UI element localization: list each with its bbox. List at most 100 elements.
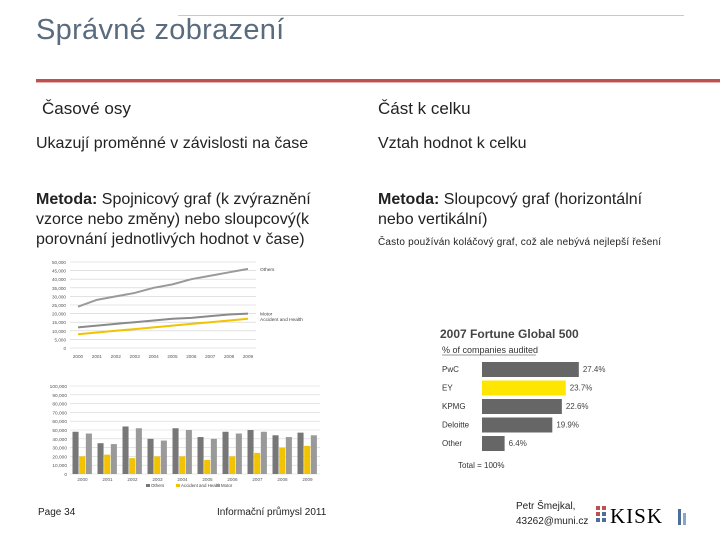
column-chart: 0 10,000 20,000 30,000 40,000 50,000 60,000 70,… [50, 384, 320, 488]
column-legend-label: Others [151, 483, 165, 488]
column-bar-others [222, 431, 229, 474]
column-chart-x-tick: 2007 [252, 477, 263, 482]
fortune-bar [482, 399, 562, 414]
column-bar-accident-and-health [79, 456, 86, 474]
column-chart-legend: Others Accident and Health Motor [146, 483, 233, 488]
column-chart-x-tick: 2002 [127, 477, 138, 482]
column-bar-others [272, 435, 279, 474]
line-chart-x-tick: 2007 [205, 354, 216, 359]
footer-author-name: Petr Šmejkal, [516, 501, 576, 512]
column-chart-x-ticks: 2000 2001 2002 2003 2004 2005 2006 2007 2008 2009 [77, 477, 313, 482]
left-method-label: Metoda: [36, 191, 98, 208]
column-chart-x-tick: 2008 [277, 477, 288, 482]
column-chart-grid [70, 385, 320, 475]
fortune-chart-bars: PwC 27.4% EY 23.7% KPMG 22.6% Deloitte 19.9% Oth… [442, 362, 606, 451]
page-title: Správné zobrazení [36, 14, 285, 46]
column-bar-accident-and-health [129, 458, 136, 474]
column-bar-accident-and-health [104, 454, 111, 474]
line-chart-x-tick: 2004 [148, 354, 159, 359]
column-chart-x-tick: 2001 [102, 477, 113, 482]
line-chart-x-tick: 2008 [224, 354, 235, 359]
title-rule-gap [36, 14, 178, 17]
fortune-category-label: Other [442, 439, 462, 448]
column-bar-others [247, 430, 254, 474]
line-chart-y-tick: 50,000 [52, 260, 66, 265]
left-method-line2: vzorce nebo změny) nebo sloupcový(k [36, 211, 310, 228]
fortune-category-label: KPMG [442, 402, 466, 411]
column-chart-y-tick: 90,000 [52, 393, 67, 399]
column-chart-x-tick: 2006 [227, 477, 238, 482]
line-chart-y-tick: 5,000 [55, 337, 67, 342]
fortune-value-label: 27.4% [583, 365, 606, 374]
column-bar-accident-and-health [279, 447, 286, 474]
kisk-logo: KISK [596, 504, 686, 528]
column-bar-motor [135, 428, 142, 474]
fortune-value-label: 19.9% [556, 421, 579, 430]
line-chart-x-ticks: 2000 2001 2002 2003 2004 2005 2006 2007 2008 2009 [73, 354, 254, 359]
line-chart-y-tick: 10,000 [52, 329, 66, 334]
fortune-chart-subtitle: % of companies audited [442, 345, 538, 355]
fortune-bar [482, 380, 566, 396]
column-chart-x-tick: 2005 [202, 477, 213, 482]
line-chart-y-tick: 35,000 [52, 286, 66, 291]
line-chart-y-tick: 15,000 [52, 320, 66, 325]
column-bar-motor [310, 435, 317, 474]
footer-course: Informační průmysl 2011 [217, 507, 327, 518]
fortune-category-label: EY [442, 384, 453, 393]
line-chart-series [77, 267, 249, 336]
column-bar-accident-and-health [229, 456, 236, 474]
line-chart-y-ticks: 0 5,000 10,000 15,000 20,000 25,000 30,000 35,0… [52, 260, 67, 351]
right-method-text: Sloupcový graf (horizontální [439, 191, 643, 208]
left-column-header: Časové osy [42, 99, 131, 118]
right-method-label: Metoda: [378, 191, 440, 208]
column-bar-motor [160, 440, 167, 474]
right-column-header: Část k celku [378, 99, 471, 118]
fortune-value-label: 22.6% [566, 402, 589, 411]
column-bar-accident-and-health [154, 456, 161, 474]
column-bar-motor [260, 431, 267, 474]
left-method: Metoda: Spojnicový graf (k zvýraznění vz… [36, 190, 366, 250]
column-legend-swatch [216, 484, 220, 487]
column-chart-x-tick: 2000 [77, 477, 88, 482]
left-description: Ukazují proměnné v závislosti na čase [36, 135, 309, 152]
fortune-chart-title: 2007 Fortune Global 500 [440, 327, 579, 341]
line-chart-y-tick: 40,000 [52, 277, 66, 282]
fortune-total-label: Total = 100% [458, 461, 504, 470]
line-series-label: Accident and Health [260, 317, 303, 323]
line-chart-x-tick: 2009 [243, 354, 254, 359]
footer-author-email: 43262@muni.cz [516, 516, 589, 527]
column-bar-accident-and-health [179, 456, 186, 474]
column-bar-motor [235, 433, 242, 474]
column-bar-motor [285, 437, 292, 474]
column-bar-others [197, 437, 204, 474]
column-bar-motor [210, 438, 217, 474]
title-top-rule [36, 15, 684, 16]
column-bar-others [72, 431, 79, 474]
left-method-text: Spojnicový graf (k zvýraznění [97, 191, 311, 208]
fortune-category-label: Deloitte [442, 421, 470, 430]
column-chart-y-tick: 100,000 [50, 384, 68, 390]
left-method-line3: porovnání jednotlivých hodnot v čase) [36, 231, 305, 248]
footer-page-number: Page 34 [38, 507, 76, 518]
kisk-logo-text: KISK [610, 504, 663, 528]
title-underline [36, 79, 720, 82]
column-legend-label: Motor [221, 483, 233, 488]
line-chart: 0 5,000 10,000 15,000 20,000 25,000 30,000 35,0… [52, 260, 303, 359]
column-bar-motor [110, 444, 117, 474]
fortune-bar [482, 362, 579, 377]
column-chart-y-tick: 30,000 [52, 446, 67, 452]
column-bar-others [297, 432, 304, 474]
line-chart-x-tick: 2006 [186, 354, 197, 359]
kisk-logo-bar [678, 509, 681, 525]
column-bar-others [147, 438, 154, 474]
fortune-category-label: PwC [442, 365, 459, 374]
column-bar-accident-and-health [204, 459, 211, 474]
line-series-label: Motor [260, 312, 273, 318]
right-description: Vztah hodnot k celku [378, 135, 527, 152]
line-chart-y-tick: 20,000 [52, 312, 66, 317]
title-underline-shadow [36, 82, 720, 83]
column-bar-motor [185, 430, 192, 474]
kisk-logo-mark [596, 506, 606, 522]
line-series-motor [77, 312, 249, 329]
